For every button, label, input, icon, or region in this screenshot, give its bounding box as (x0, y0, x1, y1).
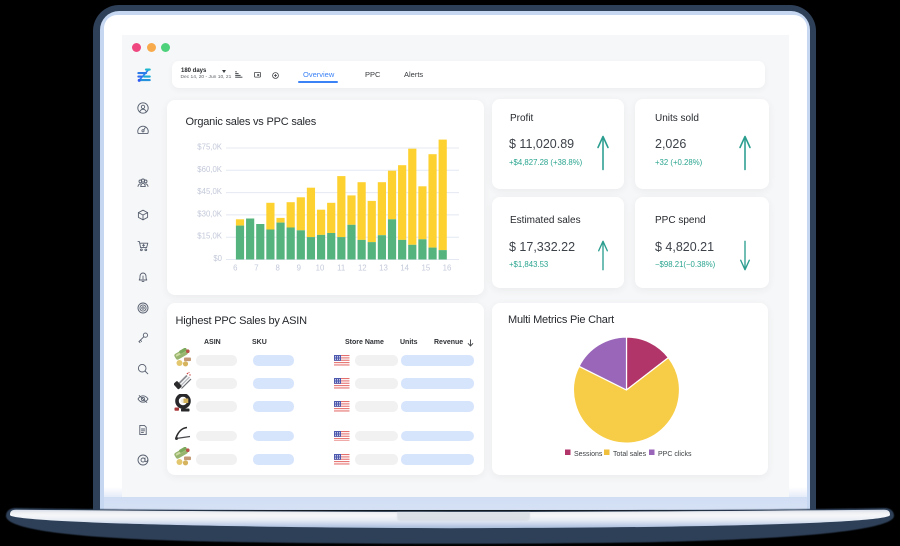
svg-text:14: 14 (400, 264, 409, 273)
svg-text:$30,0K: $30,0K (197, 209, 223, 218)
svg-text:16: 16 (443, 264, 452, 273)
svg-text:Sessions: Sessions (574, 451, 603, 458)
svg-text:11: 11 (337, 264, 345, 273)
svg-text:8: 8 (275, 264, 279, 273)
svg-text:$60,0K: $60,0K (197, 165, 223, 174)
svg-text:9: 9 (297, 264, 301, 273)
svg-text:12: 12 (358, 264, 367, 273)
svg-text:$75,0K: $75,0K (197, 143, 223, 152)
svg-text:13: 13 (379, 264, 388, 273)
svg-text:Total sales: Total sales (613, 451, 647, 458)
svg-text:$0: $0 (213, 254, 222, 263)
svg-text:7: 7 (254, 264, 258, 273)
svg-text:6: 6 (233, 264, 237, 273)
svg-text:PPC clicks: PPC clicks (658, 451, 692, 458)
svg-text:10: 10 (316, 264, 325, 273)
svg-text:$15,0K: $15,0K (197, 232, 223, 241)
svg-text:$45,0K: $45,0K (197, 187, 223, 196)
svg-text:15: 15 (421, 264, 430, 273)
